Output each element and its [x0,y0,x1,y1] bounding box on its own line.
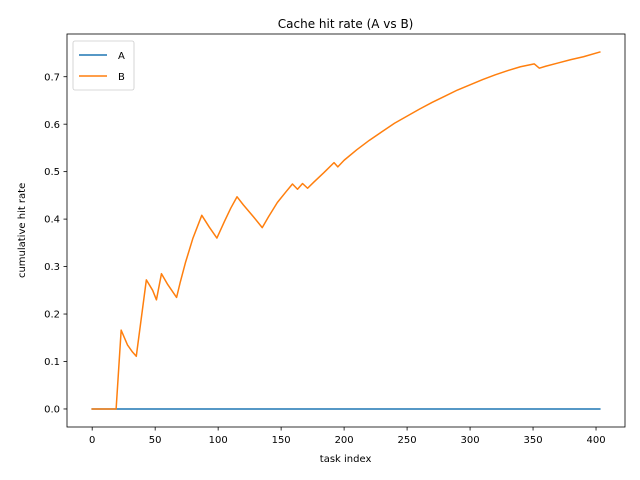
y-tick-label: 0.7 [44,72,60,83]
legend-label-b: B [118,72,125,83]
x-tick-label: 200 [335,435,354,446]
series-line-b [91,51,601,410]
plot-frame [66,33,626,428]
x-tick-label: 150 [272,435,291,446]
legend: A B [72,40,135,91]
x-tick-label: 350 [524,435,543,446]
x-tick-label: 50 [149,435,162,446]
x-axis-label: task index [320,454,372,465]
x-tick-label: 100 [209,435,228,446]
y-tick-label: 0.1 [44,357,60,368]
chart-title: Cache hit rate (A vs B) [278,17,414,31]
y-tick-label: 0.4 [44,215,60,226]
series-layer [91,51,601,410]
legend-box [72,40,135,91]
x-tick-label: 250 [398,435,417,446]
plot-background [67,34,625,427]
x-tick-label: 0 [89,435,95,446]
y-tick-label: 0.0 [44,405,60,416]
y-tick-label: 0.3 [44,262,60,273]
y-tick-label: 0.6 [44,120,60,131]
y-axis-label: cumulative hit rate [17,183,28,278]
x-axis-ticks: 0 50 100 150 200 250 300 350 400 [89,427,606,446]
plot-area [66,33,626,428]
y-tick-label: 0.5 [44,167,60,178]
x-tick-label: 400 [586,435,605,446]
y-tick-label: 0.2 [44,310,60,321]
x-tick-label: 300 [461,435,480,446]
legend-label-a: A [118,51,125,62]
y-axis-ticks: 0.0 0.1 0.2 0.3 0.4 0.5 0.6 0.7 [44,72,67,416]
